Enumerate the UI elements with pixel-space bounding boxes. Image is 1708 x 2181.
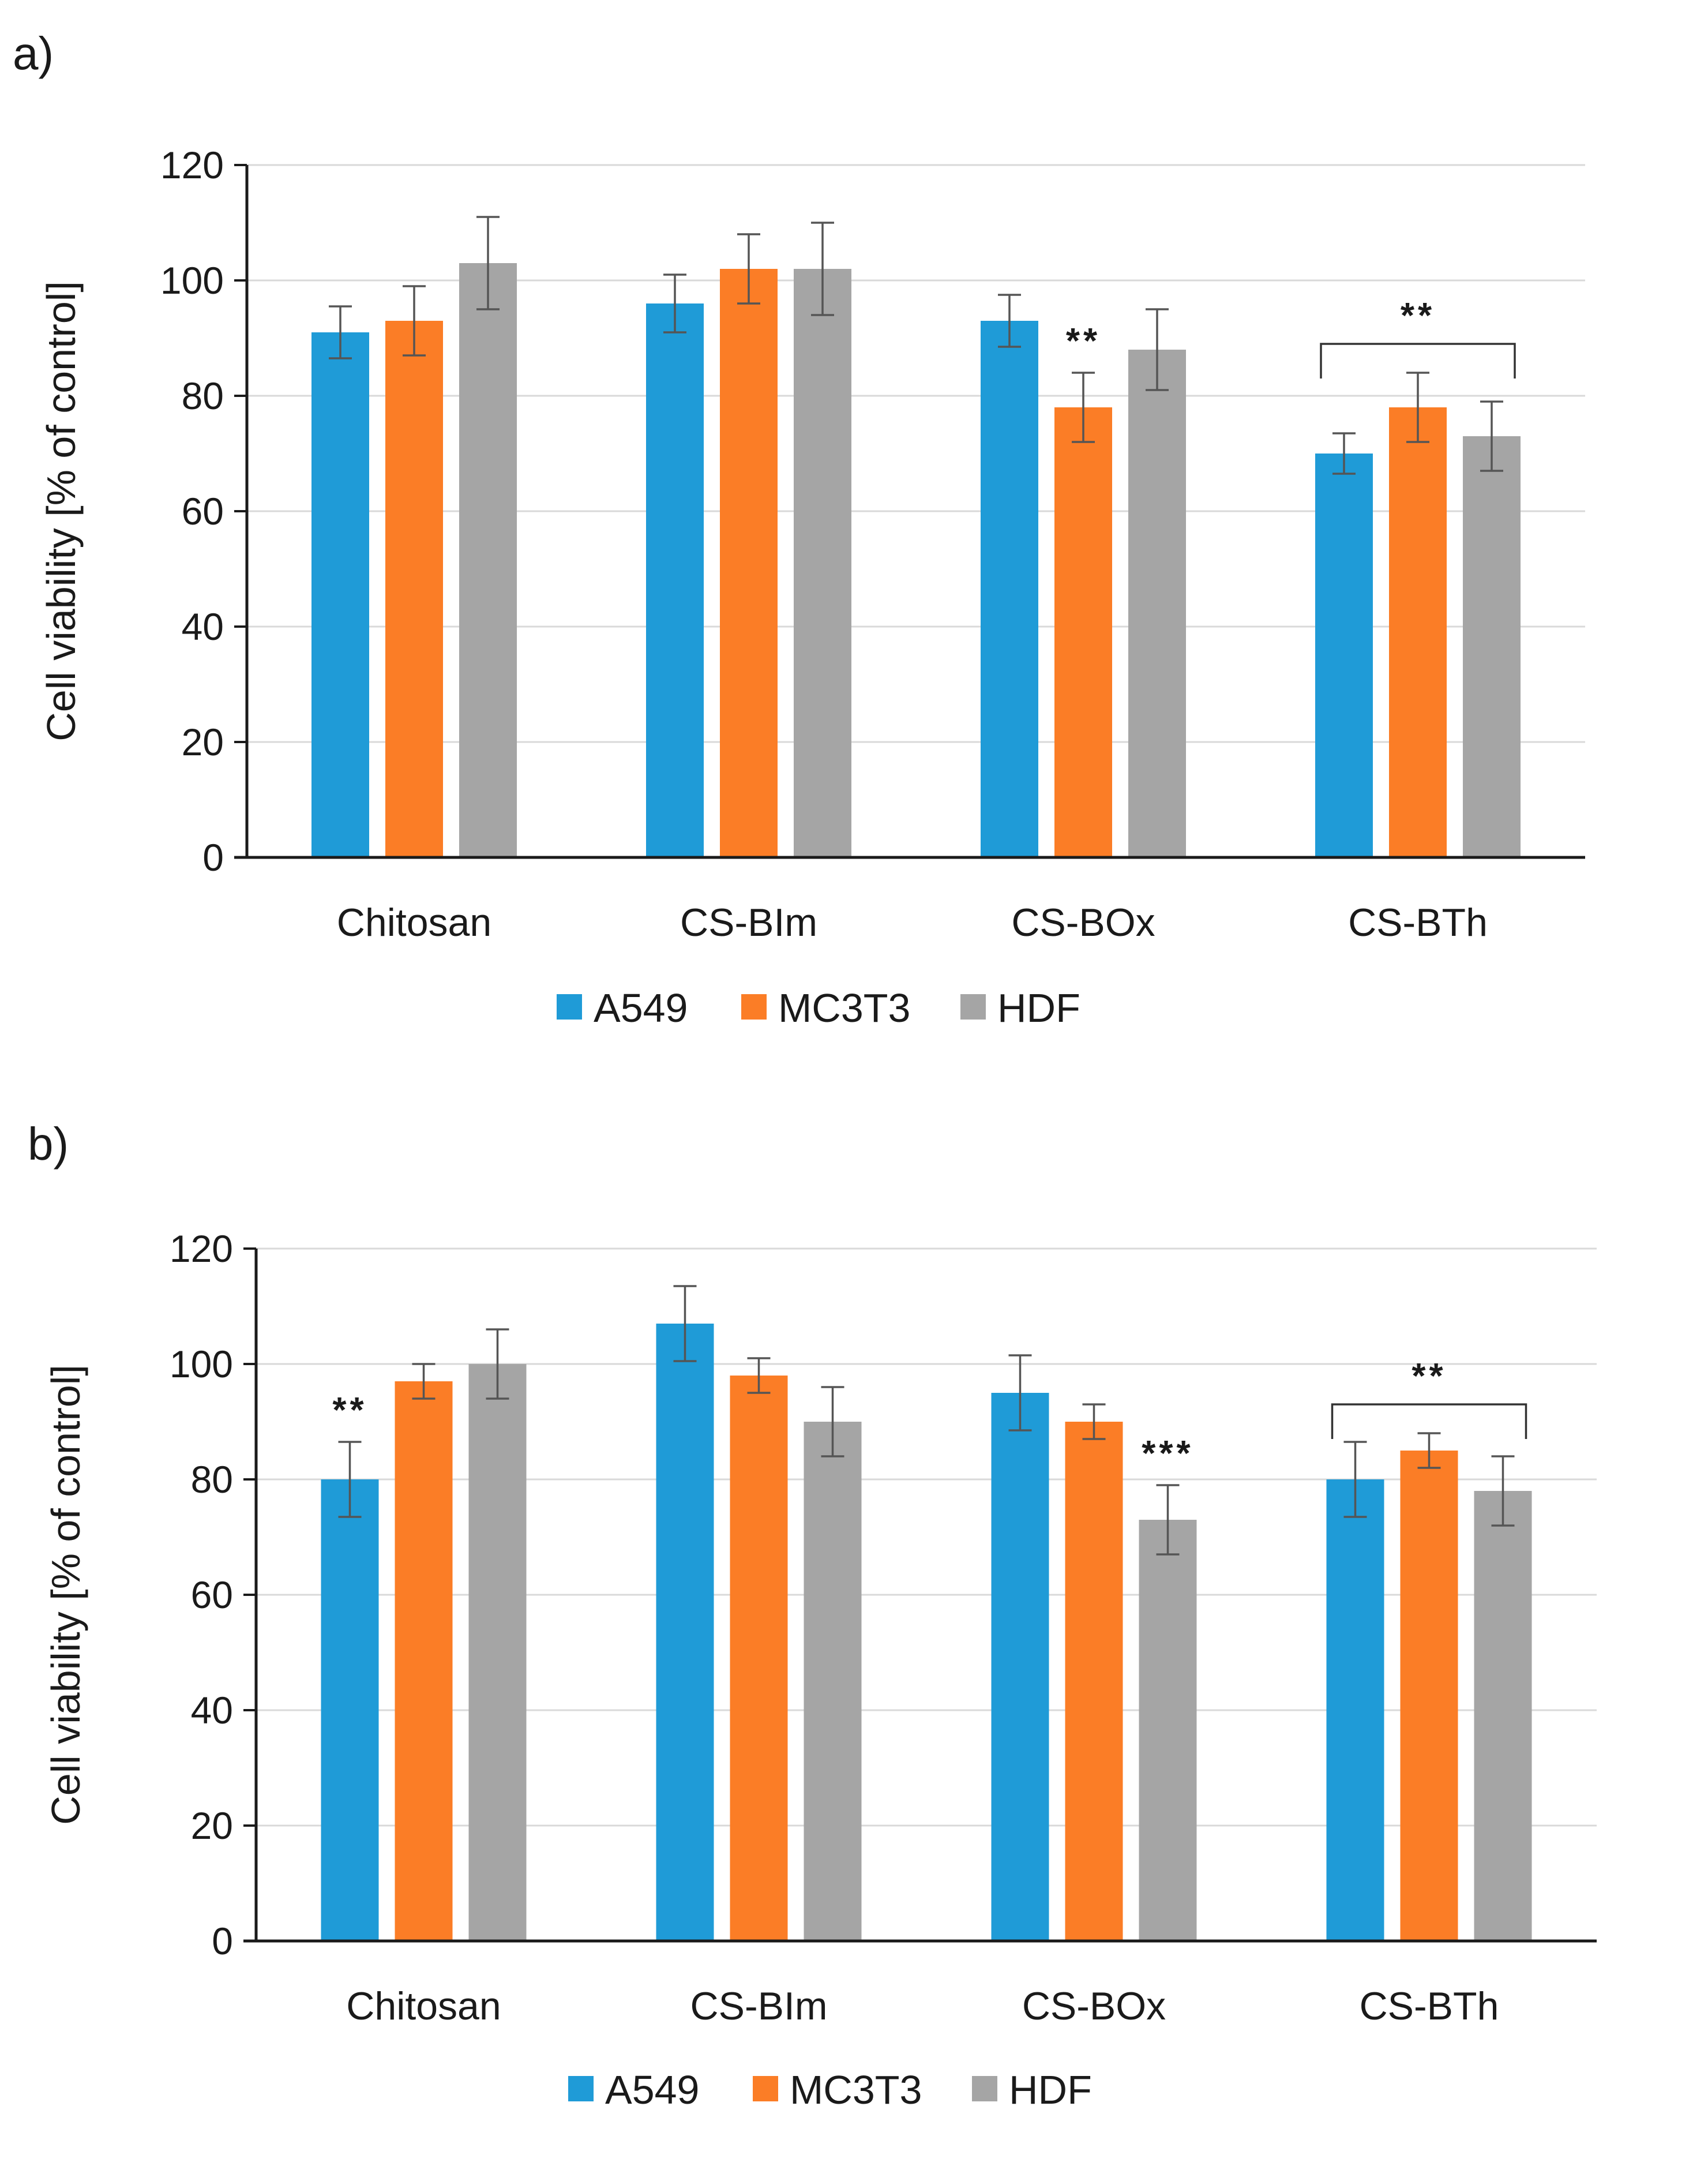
bar-a549-cs-bim (646, 303, 704, 857)
legend-swatch-a549 (557, 994, 582, 1020)
legend-label: HDF (997, 985, 1080, 1030)
legend-swatch-mc3t3 (753, 2076, 778, 2101)
bar-a549-cs-box (981, 321, 1038, 857)
legend-label: A549 (594, 985, 688, 1030)
significance-bracket (1331, 1403, 1527, 1439)
legend-label: A549 (605, 2067, 699, 2112)
significance-marker: ** (1412, 1356, 1446, 1396)
y-tick-label: 0 (202, 836, 224, 879)
chart-panel-a: a) 0 20 40 60 80 100 120 Cell viability [% of co… (13, 28, 1585, 1030)
y-tick-label: 120 (170, 1227, 233, 1270)
y-tick-label: 60 (182, 490, 224, 533)
legend-swatch-a549 (568, 2076, 594, 2101)
bar-mc3t3-cs-bth (1400, 1451, 1458, 1941)
y-tick-label: 40 (191, 1689, 233, 1732)
bar-hdf-cs-bim (794, 269, 851, 857)
bar-hdf-cs-box (1139, 1520, 1197, 1941)
category-label: CS-BOx (1022, 1984, 1166, 2028)
bar-a549-chitosan (321, 1479, 379, 1941)
y-tick-label: 120 (160, 144, 224, 186)
y-tick-label: 80 (182, 374, 224, 417)
significance-marker: ** (332, 1391, 367, 1430)
significance-bracket (1320, 343, 1516, 379)
legend-label: MC3T3 (778, 985, 910, 1030)
category-label: Chitosan (337, 901, 491, 945)
bar-mc3t3-cs-bim (730, 1376, 788, 1941)
bar-hdf-chitosan (459, 263, 517, 857)
panel-label: b) (28, 1118, 69, 1170)
bar-hdf-cs-box (1128, 350, 1186, 857)
y-axis-label: Cell viability [% of control] (39, 281, 84, 741)
y-tick-label: 20 (182, 721, 224, 763)
y-tick-label: 80 (191, 1458, 233, 1501)
category-label: CS-BTh (1348, 901, 1488, 945)
legend-swatch-hdf (972, 2076, 997, 2101)
bar-hdf-cs-bth (1463, 436, 1521, 857)
legend-swatch-hdf (960, 994, 986, 1020)
significance-marker: *** (1142, 1434, 1193, 1474)
category-label: CS-BIm (680, 901, 817, 945)
category-label: CS-BTh (1360, 1984, 1499, 2028)
bar-a549-chitosan (311, 332, 369, 857)
bar-mc3t3-chitosan (385, 321, 443, 857)
bar-mc3t3-cs-box (1054, 407, 1112, 857)
bar-mc3t3-chitosan (395, 1381, 453, 1941)
chart-panel-b: b) 0 20 40 60 80 100 120 Cell viability [% of co… (28, 1118, 1597, 2112)
legend-label: HDF (1009, 2067, 1092, 2112)
category-label: Chitosan (346, 1984, 501, 2028)
bar-a549-cs-box (991, 1393, 1049, 1941)
bar-mc3t3-cs-bim (720, 269, 778, 857)
y-tick-label: 60 (191, 1573, 233, 1616)
y-tick-label: 100 (170, 1343, 233, 1385)
legend-label: MC3T3 (790, 2067, 922, 2112)
category-label: CS-BIm (690, 1984, 828, 2028)
bar-a549-cs-bim (656, 1324, 714, 1941)
legend-swatch-mc3t3 (741, 994, 767, 1020)
y-tick-label: 100 (160, 259, 224, 302)
significance-marker: ** (1401, 296, 1435, 336)
category-label: CS-BOx (1011, 901, 1155, 945)
panel-label: a) (13, 28, 54, 79)
significance-marker: ** (1066, 321, 1101, 361)
bar-hdf-cs-bth (1474, 1491, 1532, 1941)
bar-mc3t3-cs-box (1065, 1422, 1123, 1941)
bar-a549-cs-bth (1326, 1479, 1384, 1941)
bar-mc3t3-cs-bth (1389, 407, 1447, 857)
bar-hdf-cs-bim (804, 1422, 862, 1941)
bar-a549-cs-bth (1315, 454, 1373, 857)
y-tick-label: 40 (182, 605, 224, 648)
y-tick-label: 0 (212, 1920, 233, 1962)
y-tick-label: 20 (191, 1804, 233, 1847)
bar-hdf-chitosan (468, 1364, 527, 1941)
y-axis-label: Cell viability [% of control] (43, 1365, 88, 1825)
